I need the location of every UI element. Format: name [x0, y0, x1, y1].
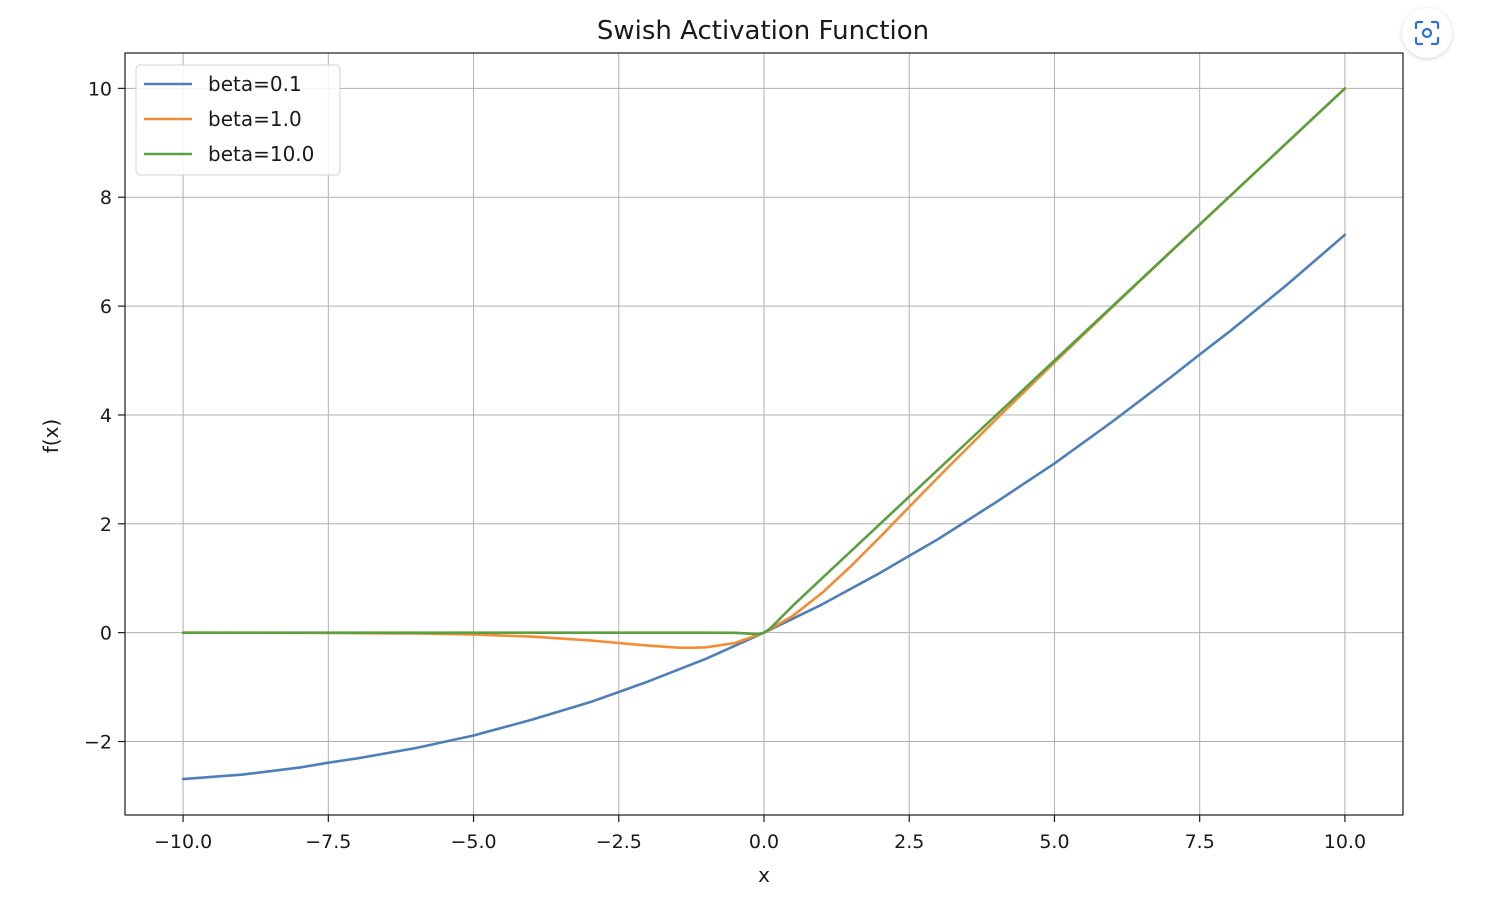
- y-tick-label: 10: [88, 78, 112, 100]
- y-tick-label: −2: [84, 732, 112, 754]
- x-tick-label: −10.0: [154, 831, 212, 853]
- lens-scan-icon: [1414, 20, 1440, 46]
- x-tick-label: 7.5: [1185, 831, 1215, 853]
- series-lines: [181, 87, 1347, 781]
- x-tick-label: −7.5: [305, 831, 351, 853]
- series-line-2: [181, 87, 1347, 636]
- x-tick-label: 10.0: [1324, 831, 1366, 853]
- legend-label: beta=1.0: [208, 107, 302, 131]
- y-tick-label: 0: [100, 623, 112, 645]
- x-axis-ticks: −10.0 −7.5 −5.0 −2.5 0.0 2.5 5.0 7.5 10.0: [154, 815, 1366, 853]
- x-tick-label: 5.0: [1039, 831, 1069, 853]
- y-tick-label: 8: [100, 187, 112, 209]
- y-tick-label: 4: [100, 405, 112, 427]
- x-tick-label: 2.5: [894, 831, 924, 853]
- lens-scan-button[interactable]: [1402, 8, 1452, 58]
- x-tick-label: 0.0: [749, 831, 779, 853]
- y-axis-ticks: −2 0 2 4 6 8 10: [84, 78, 125, 754]
- legend-label: beta=0.1: [208, 72, 302, 96]
- x-axis-title: x: [758, 863, 770, 887]
- y-axis-title: f(x): [39, 419, 63, 453]
- y-tick-label: 6: [100, 296, 112, 318]
- x-tick-label: −5.0: [450, 831, 496, 853]
- x-tick-label: −2.5: [596, 831, 642, 853]
- legend-box: [135, 64, 341, 176]
- y-tick-label: 2: [100, 514, 112, 536]
- chart-title: Swish Activation Function: [597, 16, 929, 46]
- legend: beta=0.1 beta=1.0 beta=10.0: [135, 64, 341, 176]
- legend-label: beta=10.0: [208, 142, 314, 166]
